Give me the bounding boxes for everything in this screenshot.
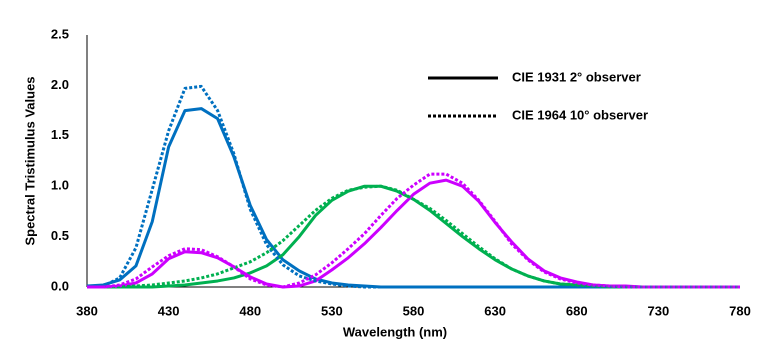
- x-tick-label: 530: [321, 303, 343, 318]
- x-tick-label: 780: [729, 303, 751, 318]
- x-tick-label: 480: [239, 303, 261, 318]
- y-axis-label: Spectral Tristimulus Values: [22, 76, 37, 245]
- line-series: [87, 184, 740, 289]
- y-tick-label: 1.5: [51, 127, 69, 142]
- legend-label: CIE 1931 2° observer: [512, 69, 641, 84]
- x-tick-label: 730: [648, 303, 670, 318]
- x-tick-label: 380: [76, 303, 98, 318]
- y-tick-label: 2.5: [51, 26, 69, 41]
- y-tick-label: 2.0: [51, 77, 69, 92]
- legend-label: CIE 1964 10° observer: [512, 107, 648, 122]
- x-tick-label: 430: [158, 303, 180, 318]
- x-tick-label: 680: [566, 303, 588, 318]
- x-axis-label: Wavelength (nm): [343, 324, 447, 339]
- line-series: [87, 172, 740, 289]
- line-series: [86, 84, 740, 289]
- y-tick-label: 0.0: [51, 278, 69, 293]
- x-tick-label: 630: [484, 303, 506, 318]
- line-series: [87, 178, 740, 289]
- line-series: [87, 184, 740, 289]
- x-tick-label: 580: [403, 303, 425, 318]
- y-tick-label: 0.5: [51, 228, 69, 243]
- y-tick-label: 1.0: [51, 178, 69, 193]
